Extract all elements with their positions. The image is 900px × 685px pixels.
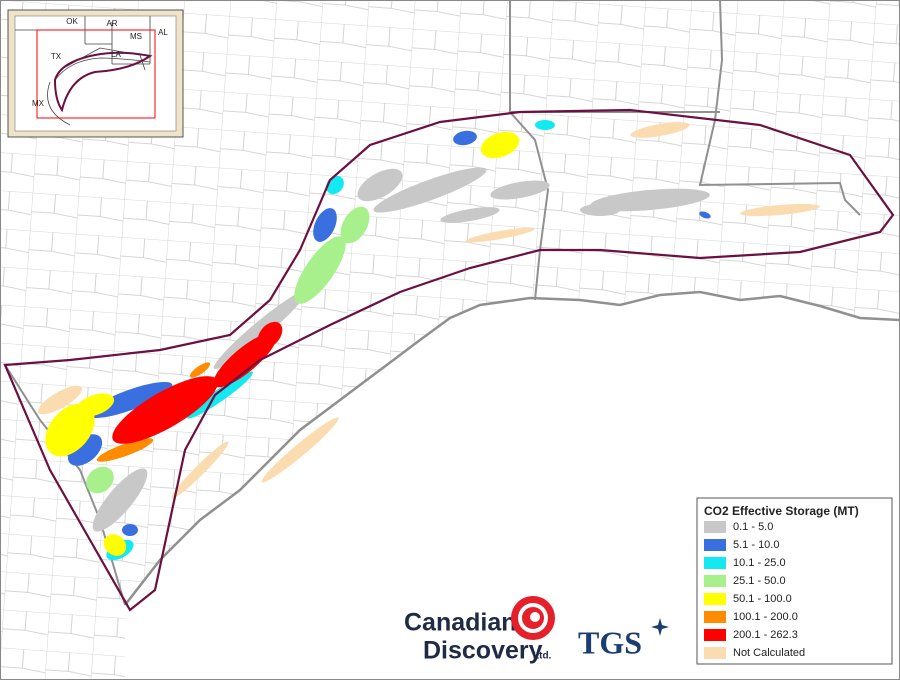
storage-area [257,321,283,349]
storage-area [112,376,218,444]
legend-label: Not Calculated [733,647,805,659]
inset-extent [36,29,156,119]
storage-area [103,534,127,556]
legend: CO2 Effective Storage (MT) 0.1 - 5.0 5.1 … [696,497,893,665]
storage-area [96,438,154,462]
legend-swatch [704,575,726,587]
storage-area [294,236,346,304]
legend-label: 0.1 - 5.0 [733,521,773,533]
coastline [124,290,900,606]
storage-area [313,208,337,242]
storage-area [261,417,339,483]
storage-area [171,441,229,499]
legend-label: 50.1 - 100.0 [733,593,792,605]
storage-area [480,131,520,159]
legend-swatch [704,557,726,569]
storage-area [87,381,173,419]
tgs-logo: TGS [578,618,669,660]
inset-map: OK AR MS AL TX LA MX [7,9,184,138]
storage-area [590,188,710,212]
inset-background [14,15,177,132]
study-area-outline [3,108,895,612]
storage-areas [37,120,820,561]
logo-text: Discovery [423,637,543,665]
inset-study-area [53,51,153,113]
storage-area [122,524,138,536]
logo-text: TGS [578,624,642,660]
legend-swatch [704,593,726,605]
inset-label: LA [111,50,121,59]
storage-area [740,203,820,217]
storage-area [86,466,114,494]
storage-area [465,227,535,243]
storage-area [373,167,487,213]
storage-area [357,168,403,202]
storage-area [580,204,620,216]
storage-area [699,211,711,219]
storage-area [187,371,253,419]
canadian-discovery-logo: Canadian Discovery Ltd. [404,596,555,665]
storage-area [213,290,307,370]
legend-label: 5.1 - 10.0 [733,539,779,551]
legend-swatch [704,521,726,533]
state-borders [4,0,861,606]
inset-label: AL [158,28,168,37]
logo-text: Ltd. [533,651,552,662]
logo-mark [518,603,548,633]
inset-label: MX [32,99,45,108]
storage-area [45,403,95,457]
storage-area [37,385,83,415]
inset-label: MS [130,32,142,41]
legend-swatch [704,539,726,551]
storage-area [189,362,211,378]
storage-area [490,180,550,200]
inset-label: AR [106,19,117,28]
legend-swatch [704,629,726,641]
legend-label: 200.1 - 262.3 [733,629,798,641]
storage-area [453,130,477,146]
inset-label: TX [51,52,62,61]
legend-title: CO2 Effective Storage (MT) [704,504,859,518]
inset-label: OK [66,17,78,26]
storage-area [630,122,690,138]
storage-area [75,393,115,417]
legend-swatch [704,647,726,659]
storage-area [440,207,500,223]
legend-label: 100.1 - 200.0 [733,611,798,623]
storage-area [92,468,148,532]
storage-area [535,120,555,130]
storage-area [340,206,370,244]
logo-star [651,618,669,636]
logo-text: Canadian [404,609,517,637]
legend-label: 25.1 - 50.0 [733,575,786,587]
legend-swatch [704,611,726,623]
legend-label: 10.1 - 25.0 [733,557,786,569]
legend-box [696,497,893,665]
logo-mark [530,612,540,622]
